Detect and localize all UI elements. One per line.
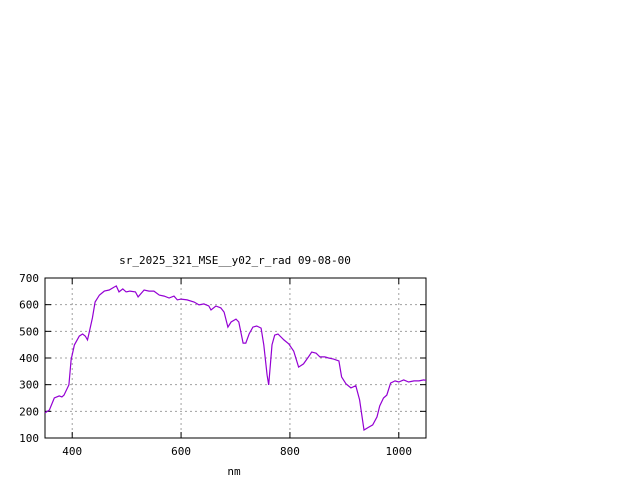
y-tick-label: 300 xyxy=(19,379,39,392)
x-tick-label: 400 xyxy=(62,445,82,458)
y-tick-label: 600 xyxy=(19,299,39,312)
series-line xyxy=(44,285,427,431)
y-tick-label: 200 xyxy=(19,405,39,418)
grid xyxy=(45,278,426,438)
x-axis-label: nm xyxy=(227,465,241,478)
plot-frame xyxy=(44,277,427,439)
y-tick-label: 400 xyxy=(19,352,39,365)
y-tick-label: 500 xyxy=(19,325,39,338)
x-tick-label: 1000 xyxy=(386,445,413,458)
chart-title: sr_2025_321_MSE__y02_r_rad 09-08-00 xyxy=(119,254,351,267)
x-tick-label: 600 xyxy=(171,445,191,458)
axis-ticks: 400 600 800 1000 100 200 300 400 500 600 700 xyxy=(19,272,426,458)
y-tick-label: 100 xyxy=(19,432,39,445)
x-tick-label: 800 xyxy=(280,445,300,458)
y-tick-label: 700 xyxy=(19,272,39,285)
